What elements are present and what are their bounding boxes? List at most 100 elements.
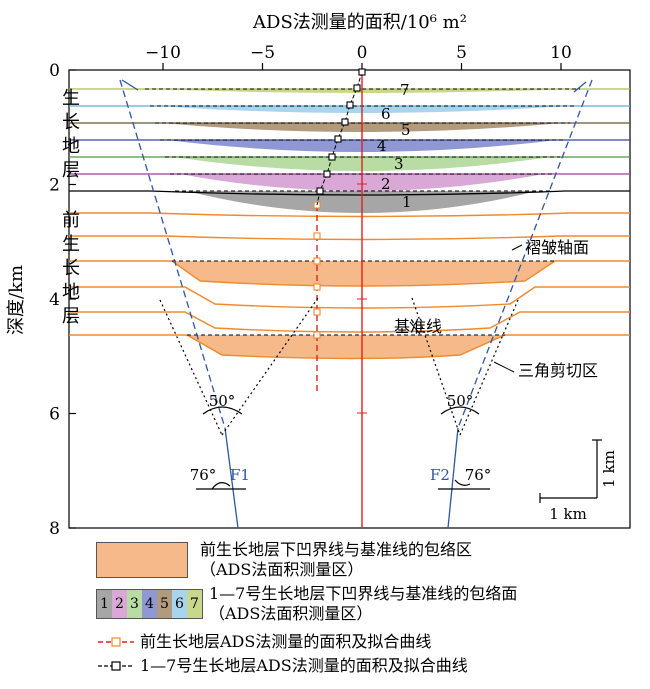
growth-layer-number: 6 <box>381 105 391 123</box>
fold-axis-label: 褶皱轴面 <box>525 238 589 257</box>
pre-growth-strata-label: 前生长地层 <box>62 210 80 327</box>
top-tick-label: 5 <box>456 43 467 63</box>
legend-swatch-segment: 2 <box>112 590 127 618</box>
legend-text: 前生长地层ADS法测量的面积及拟合曲线 <box>140 632 432 651</box>
legend-swatch-segment: 1 <box>97 590 112 618</box>
growth-fit-curve <box>316 71 363 206</box>
top-tick-label: −10 <box>145 43 181 63</box>
left-axis-title: 深度/km <box>6 265 27 335</box>
growth-point <box>323 170 331 178</box>
pre-growth-strata-char: 地 <box>62 282 80 303</box>
legend-item-pre-growth-area: 前生长地层下凹界线与基准线的包络区 （ADS法面积测量区） <box>96 540 472 580</box>
growth-point <box>358 68 366 76</box>
legend-swatch-segment: 3 <box>127 590 142 618</box>
pre-growth-point <box>313 331 321 339</box>
left-tick-label: 6 <box>49 405 60 425</box>
growth-strata-char: 生 <box>62 88 80 109</box>
growth-layer-number: 2 <box>381 175 391 193</box>
left-tick-label: 4 <box>49 290 60 310</box>
pre-growth-strata-char: 层 <box>62 306 80 327</box>
legend-item-pre-growth-curve: 前生长地层ADS法测量的面积及拟合曲线 <box>96 632 431 652</box>
fold-axis-ticks <box>357 183 367 414</box>
fault-label-f1: F1 <box>230 466 250 484</box>
growth-line-1 <box>69 190 630 196</box>
angle-label-left: 50° <box>209 392 236 410</box>
growth-point <box>353 84 361 92</box>
pre-growth-strata-char: 长 <box>62 258 80 279</box>
scale-horizontal-label: 1 km <box>549 505 587 523</box>
fault-f2-upper <box>457 79 593 429</box>
triangle-shear-leader <box>493 361 515 373</box>
top-axis-ticks: −10 −5 0 5 10 <box>145 43 572 70</box>
top-tick-label: 0 <box>357 43 368 63</box>
fault-f1-lower <box>224 427 239 529</box>
pre-growth-line <box>69 311 630 333</box>
growth-point <box>316 187 324 195</box>
top-tick-label: −5 <box>250 43 275 63</box>
pre-growth-line <box>69 286 630 309</box>
growth-layer-number: 1 <box>402 193 412 211</box>
legend-swatch-orange <box>96 542 188 578</box>
legend-text: 1—7号生长地层下凹界线与基准线的包络面 <box>209 584 518 603</box>
angle-label-right: 50° <box>447 392 474 410</box>
pre-growth-point <box>313 257 321 265</box>
growth-point <box>346 101 354 109</box>
fold-axis-leader <box>511 244 523 251</box>
growth-point <box>341 118 349 126</box>
legend-swatch-segment: 6 <box>172 590 187 618</box>
left-tick-label: 8 <box>49 519 60 534</box>
triangle-shear-lines <box>159 297 519 436</box>
growth-point <box>334 135 342 143</box>
plot-frame <box>68 69 631 529</box>
fault-f1-upper <box>119 79 226 429</box>
fault-label-f2: F2 <box>430 466 450 484</box>
angle-arc-f2 <box>454 479 471 486</box>
legend-text: （ADS法面积测量区） <box>200 560 364 579</box>
legend-text: （ADS法面积测量区） <box>209 604 373 623</box>
angle-arc-left <box>202 406 243 415</box>
pre-growth-strata-char: 生 <box>62 234 80 255</box>
growth-strata-char: 长 <box>62 112 80 133</box>
growth-layer-number: 4 <box>377 137 387 155</box>
scale-bars <box>539 439 602 503</box>
legend-item-growth-curve: 1—7号生长地层ADS法测量的面积及拟合曲线 <box>96 656 468 676</box>
growth-strata-label: 生长地层 <box>62 88 80 181</box>
left-tick-label: 0 <box>49 61 60 81</box>
legend-swatch-red-dash <box>98 637 134 647</box>
fault-f2-lower <box>447 427 459 529</box>
legend-text: 前生长地层下凹界线与基准线的包络区 <box>200 540 473 559</box>
growth-layer-number: 3 <box>394 155 404 173</box>
legend-text: 1—7号生长地层ADS法测量的面积及拟合曲线 <box>140 656 468 675</box>
growth-strata-char: 地 <box>62 136 80 157</box>
pre-growth-point <box>313 232 321 240</box>
triangle-shear-label: 三角剪切区 <box>518 361 598 380</box>
pre-growth-point <box>313 283 321 291</box>
legend-swatch-black-dash <box>98 661 134 671</box>
legend-swatch-segment: 5 <box>157 590 172 618</box>
datum-label: 基准线 <box>394 317 442 336</box>
legend-swatch-segment: 7 <box>187 590 202 618</box>
growth-layer-number: 7 <box>400 81 410 99</box>
fault-top-caps <box>121 79 587 93</box>
top-tick-label: 10 <box>550 43 572 63</box>
angle-arc-f1 <box>211 482 231 490</box>
growth-layer-number: 5 <box>401 121 411 139</box>
pre-growth-point <box>313 308 321 316</box>
pre-growth-line <box>69 334 630 360</box>
angle-label-f1: 76° <box>190 466 217 484</box>
pre-growth-strata-char: 前 <box>62 210 80 231</box>
scale-vertical-label: 1 km <box>600 450 618 488</box>
fault-lines <box>119 79 593 529</box>
angle-label-f2: 76° <box>465 466 492 484</box>
growth-strata-char: 层 <box>62 160 80 181</box>
pre-growth-envelope-upper <box>172 261 555 286</box>
ads-diagram: ADS法测量的面积/10⁶ m² −10 −5 0 5 10 深度/km 0 2 4 6 8 <box>6 12 631 534</box>
pre-growth-envelope-lower <box>187 335 505 359</box>
pre-growth-line <box>69 212 630 218</box>
growth-points <box>316 68 366 195</box>
angle-arc-right <box>440 406 480 415</box>
